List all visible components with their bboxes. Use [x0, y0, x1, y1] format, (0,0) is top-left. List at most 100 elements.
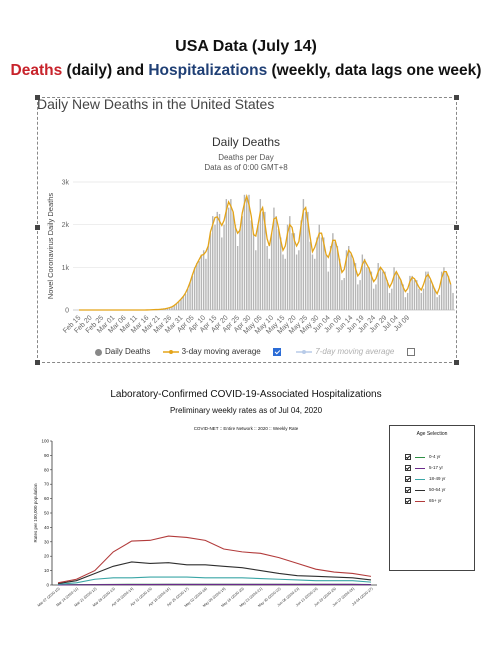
chart1-bar[interactable] — [370, 271, 373, 310]
chart1-bar[interactable] — [268, 258, 271, 310]
chart1-bar[interactable] — [221, 237, 223, 310]
chart1-bar[interactable] — [395, 271, 398, 310]
chart1-bar[interactable] — [384, 271, 386, 310]
chart1-bar[interactable] — [413, 280, 416, 310]
chart1-bar[interactable] — [298, 250, 300, 310]
chart1-bar[interactable] — [264, 211, 266, 310]
chart1-bar[interactable] — [348, 246, 350, 310]
chart2-series-line[interactable] — [57, 561, 372, 585]
chart1-bar[interactable] — [261, 211, 264, 310]
chart1-bar[interactable] — [391, 288, 393, 310]
legend-item-7day-average[interactable]: 7-day moving average — [296, 347, 394, 356]
chart1-bar[interactable] — [320, 237, 323, 310]
chart1-bar[interactable] — [452, 292, 454, 310]
chart1-bar[interactable] — [293, 233, 296, 310]
checkbox-checked-icon[interactable] — [405, 476, 411, 482]
chart1-bar[interactable] — [187, 288, 189, 310]
chart1-bar[interactable] — [291, 233, 293, 310]
deaths-panel[interactable] — [35, 95, 459, 365]
chart1-bar[interactable] — [361, 254, 364, 310]
chart1-bar[interactable] — [255, 250, 257, 310]
chart1-bar[interactable] — [366, 267, 368, 310]
chart1-bar[interactable] — [341, 280, 343, 310]
checkbox-checked-icon[interactable] — [405, 487, 411, 493]
chart1-bar[interactable] — [214, 224, 216, 310]
chart1-bar[interactable] — [207, 246, 209, 310]
chart1-bar[interactable] — [282, 254, 284, 310]
chart2-series-line[interactable] — [57, 535, 372, 584]
chart1-bar[interactable] — [343, 278, 345, 310]
chart1-bar[interactable] — [225, 199, 228, 310]
chart1-bar[interactable] — [388, 292, 391, 310]
chart1-bar[interactable] — [354, 263, 357, 310]
resize-handle-tl[interactable] — [35, 95, 40, 100]
chart1-bar[interactable] — [270, 233, 273, 310]
chart1-bar[interactable] — [191, 275, 194, 310]
chart1-bar[interactable] — [280, 237, 282, 310]
chart1-bar[interactable] — [252, 233, 255, 310]
chart1-bar[interactable] — [230, 199, 232, 310]
chart1-bar[interactable] — [316, 237, 318, 310]
checkbox-checked-icon[interactable] — [405, 454, 411, 460]
chart1-bar[interactable] — [409, 275, 411, 310]
chart1-bar[interactable] — [182, 296, 184, 310]
chart1-bar[interactable] — [284, 258, 286, 310]
chart1-bar[interactable] — [171, 307, 173, 310]
chart1-bar[interactable] — [248, 194, 250, 310]
chart1-bar[interactable] — [334, 241, 336, 310]
chart1-bar[interactable] — [277, 228, 280, 310]
toggle-3day-average[interactable] — [272, 347, 284, 357]
chart1-bar[interactable] — [184, 293, 187, 310]
resize-handle-tr[interactable] — [454, 95, 459, 100]
chart1-bar[interactable] — [193, 267, 196, 310]
chart1-bar[interactable] — [420, 292, 422, 310]
chart1-bar[interactable] — [443, 267, 445, 310]
chart1-bar[interactable] — [246, 199, 248, 310]
age-selection-item[interactable]: 50-64 yr — [405, 487, 446, 495]
checkbox-checked-icon[interactable] — [405, 498, 411, 504]
chart1-bar[interactable] — [368, 267, 370, 310]
toggle-7day-average[interactable] — [406, 347, 418, 357]
chart1-bar[interactable] — [445, 271, 447, 310]
chart1-bar[interactable] — [202, 250, 205, 310]
chart1-bar[interactable] — [411, 275, 413, 310]
chart1-bar[interactable] — [289, 216, 291, 310]
chart1-bar[interactable] — [418, 288, 420, 310]
chart1-bar[interactable] — [400, 280, 402, 310]
chart1-bar[interactable] — [386, 280, 388, 310]
resize-handle-bl[interactable] — [35, 360, 40, 365]
chart1-bar[interactable] — [311, 254, 314, 310]
chart1-bar[interactable] — [431, 284, 434, 310]
chart1-bar[interactable] — [304, 211, 307, 310]
chart1-bar[interactable] — [434, 288, 436, 310]
chart1-bar[interactable] — [338, 258, 341, 310]
legend-item-3day-average[interactable]: 3-day moving average — [162, 347, 261, 356]
chart2-series-line[interactable] — [57, 583, 372, 586]
chart1-bar[interactable] — [227, 207, 230, 310]
chart1-3day-average-line[interactable] — [79, 193, 452, 311]
chart1-bar[interactable] — [266, 246, 268, 310]
chart1-bar[interactable] — [363, 258, 366, 310]
chart1-bar[interactable] — [209, 233, 212, 310]
chart1-bar[interactable] — [302, 199, 305, 310]
chart1-bar[interactable] — [393, 267, 395, 310]
chart1-bar[interactable] — [425, 271, 427, 310]
resize-handle-br[interactable] — [454, 360, 459, 365]
resize-handle-ml[interactable] — [35, 225, 40, 230]
chart1-bar[interactable] — [200, 254, 203, 310]
chart1-bar[interactable] — [218, 214, 221, 310]
chart1-bar[interactable] — [329, 246, 332, 310]
chart1-bar[interactable] — [257, 224, 259, 310]
chart1-bar[interactable] — [307, 211, 309, 310]
chart1-bar[interactable] — [314, 258, 316, 310]
chart1-bar[interactable] — [273, 207, 275, 310]
chart1-bar[interactable] — [180, 299, 182, 310]
chart1-bar[interactable] — [359, 280, 361, 310]
chart1-bar[interactable] — [440, 271, 443, 310]
chart1-bar[interactable] — [212, 216, 214, 310]
chart1-bar[interactable] — [427, 271, 429, 310]
chart1-bar[interactable] — [332, 233, 334, 310]
chart1-bar[interactable] — [375, 284, 377, 310]
chart1-bar[interactable] — [196, 263, 198, 310]
chart1-bar[interactable] — [286, 224, 289, 310]
